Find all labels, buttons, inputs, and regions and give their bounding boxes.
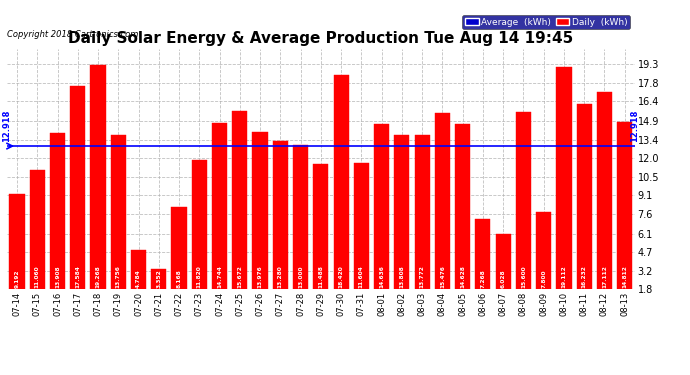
Text: 3.352: 3.352: [157, 269, 161, 288]
Bar: [516, 112, 531, 289]
Bar: [50, 134, 65, 289]
Bar: [212, 123, 227, 289]
Bar: [415, 135, 430, 289]
Text: 19.112: 19.112: [562, 266, 566, 288]
Text: 11.820: 11.820: [197, 266, 201, 288]
Text: 17.584: 17.584: [75, 265, 80, 288]
Text: 13.976: 13.976: [257, 266, 263, 288]
Bar: [192, 160, 207, 289]
Text: 14.812: 14.812: [622, 265, 627, 288]
Bar: [536, 212, 551, 289]
Bar: [151, 269, 166, 289]
Text: 18.420: 18.420: [339, 266, 344, 288]
Text: 12.918: 12.918: [2, 110, 12, 142]
Bar: [333, 75, 348, 289]
Text: 9.192: 9.192: [14, 270, 19, 288]
Text: 11.060: 11.060: [34, 266, 40, 288]
Text: 6.028: 6.028: [501, 270, 506, 288]
Bar: [617, 122, 632, 289]
Text: 12.918: 12.918: [630, 110, 640, 142]
Text: 13.772: 13.772: [420, 265, 424, 288]
Bar: [556, 67, 571, 289]
Text: 13.808: 13.808: [400, 266, 404, 288]
Bar: [455, 124, 470, 289]
Legend: Average  (kWh), Daily  (kWh): Average (kWh), Daily (kWh): [462, 15, 630, 29]
Bar: [131, 251, 146, 289]
Text: 17.112: 17.112: [602, 265, 607, 288]
Text: 8.168: 8.168: [177, 269, 181, 288]
Bar: [435, 113, 450, 289]
Text: 13.000: 13.000: [298, 266, 303, 288]
Text: 15.600: 15.600: [521, 266, 526, 288]
Bar: [354, 163, 369, 289]
Text: 11.604: 11.604: [359, 266, 364, 288]
Bar: [90, 64, 106, 289]
Text: 7.268: 7.268: [480, 269, 485, 288]
Bar: [313, 164, 328, 289]
Title: Daily Solar Energy & Average Production Tue Aug 14 19:45: Daily Solar Energy & Average Production …: [68, 31, 573, 46]
Bar: [374, 124, 389, 289]
Bar: [110, 135, 126, 289]
Bar: [577, 104, 592, 289]
Text: 7.800: 7.800: [541, 270, 546, 288]
Text: 13.756: 13.756: [116, 265, 121, 288]
Text: 14.636: 14.636: [379, 265, 384, 288]
Bar: [253, 132, 268, 289]
Text: Copyright 2018 Cartronics.com: Copyright 2018 Cartronics.com: [7, 30, 138, 39]
Text: 15.476: 15.476: [440, 265, 445, 288]
Text: 4.784: 4.784: [136, 269, 141, 288]
Bar: [70, 86, 86, 289]
Bar: [495, 234, 511, 289]
Text: 11.488: 11.488: [318, 265, 324, 288]
Text: 13.280: 13.280: [278, 266, 283, 288]
Bar: [293, 145, 308, 289]
Bar: [30, 170, 45, 289]
Text: 16.232: 16.232: [582, 265, 586, 288]
Bar: [10, 194, 25, 289]
Bar: [273, 141, 288, 289]
Text: 15.672: 15.672: [237, 265, 242, 288]
Text: 14.628: 14.628: [460, 265, 465, 288]
Bar: [172, 207, 187, 289]
Text: 13.908: 13.908: [55, 266, 60, 288]
Bar: [233, 111, 248, 289]
Text: 14.744: 14.744: [217, 265, 222, 288]
Bar: [597, 92, 612, 289]
Bar: [394, 135, 409, 289]
Bar: [475, 219, 491, 289]
Text: 19.268: 19.268: [95, 266, 101, 288]
